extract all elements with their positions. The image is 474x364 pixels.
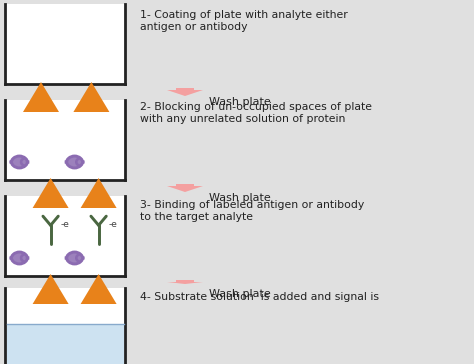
Ellipse shape (13, 252, 26, 264)
Polygon shape (81, 274, 117, 304)
Bar (5, 100, 125, 180)
Text: 2- Blocking of un-occupied spaces of plate: 2- Blocking of un-occupied spaces of pla… (140, 102, 372, 112)
Ellipse shape (68, 156, 82, 168)
Ellipse shape (68, 252, 82, 264)
Text: 4- Substrate solution  is added and signal is: 4- Substrate solution is added and signa… (140, 292, 379, 302)
Polygon shape (33, 178, 69, 208)
Polygon shape (167, 186, 203, 192)
Text: to the target analyte: to the target analyte (140, 212, 253, 222)
Bar (176, 184, 194, 186)
Polygon shape (73, 82, 109, 112)
Ellipse shape (13, 156, 26, 168)
Polygon shape (81, 178, 117, 208)
Text: with any unrelated solution of protein: with any unrelated solution of protein (140, 114, 346, 124)
Bar (176, 280, 194, 282)
Bar (5, 288, 125, 364)
Text: Wash plate: Wash plate (209, 97, 271, 107)
Text: 3- Binding of labeled antigen or antibody: 3- Binding of labeled antigen or antibod… (140, 200, 364, 210)
Polygon shape (33, 274, 69, 304)
Bar (176, 88, 194, 90)
Text: Wash plate: Wash plate (209, 193, 271, 203)
Bar (5, 4, 125, 84)
Polygon shape (167, 90, 203, 96)
Text: -e: -e (109, 220, 118, 229)
Text: Wash plate: Wash plate (209, 289, 271, 299)
Text: antigen or antibody: antigen or antibody (140, 22, 247, 32)
Bar (5, 196, 125, 276)
Text: -e: -e (61, 220, 70, 229)
Bar (7, 324, 124, 364)
Text: 1- Coating of plate with analyte either: 1- Coating of plate with analyte either (140, 10, 348, 20)
Polygon shape (167, 282, 203, 284)
Polygon shape (23, 82, 59, 112)
